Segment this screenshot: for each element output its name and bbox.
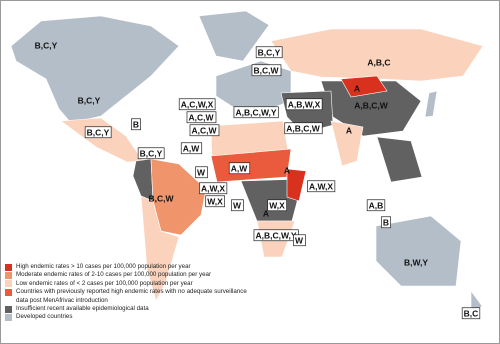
legend-item: Insufficient recent available epidemiolo… <box>5 305 405 313</box>
label-box <box>267 199 287 212</box>
japan <box>424 90 438 118</box>
serogroup-label: A <box>284 165 290 175</box>
serogroup-label: B,C,Y <box>35 40 58 50</box>
legend-swatch <box>5 305 12 313</box>
serogroup-label: A,B,C,W,Y <box>255 230 296 240</box>
legend-item: Moderate endemic rates of 2-10 cases per… <box>5 271 405 279</box>
label-box <box>461 307 481 320</box>
serogroup-label: A,C,W <box>188 112 214 122</box>
serogroup-label: A,W,X <box>309 181 333 191</box>
label-box <box>178 98 216 111</box>
label-box <box>293 234 306 247</box>
serogroup-label: A,B,C <box>367 57 390 67</box>
label-box <box>131 118 141 131</box>
serogroup-label: B,C,Y <box>87 127 110 137</box>
label-box <box>205 195 225 208</box>
serogroup-label: A,B,W,X <box>288 99 321 109</box>
label-box <box>231 199 244 212</box>
legend-label: Insufficient recent available epidemiolo… <box>16 305 149 313</box>
label-box <box>199 182 228 195</box>
label-box <box>307 180 336 193</box>
legend-label: Low endemic rates of < 2 cases per 100,0… <box>16 279 193 287</box>
mongolia <box>340 75 388 98</box>
legend-item: High endemic rates > 10 cases per 100,00… <box>5 263 405 271</box>
serogroup-label: A,W <box>183 143 201 153</box>
serogroup-label: A,B,C,W <box>354 100 389 110</box>
serogroup-label: A,B,C,W,Y <box>235 107 276 117</box>
greenland <box>198 10 270 62</box>
legend-item: Low endemic rates of < 2 cases per 100,0… <box>5 280 405 288</box>
serogroup-label: A,B <box>369 200 384 210</box>
legend-swatch <box>5 313 12 321</box>
serogroup-label: W <box>295 235 304 245</box>
label-box <box>255 46 283 59</box>
russia <box>270 28 484 82</box>
legend-label: Countries with previously reported high … <box>16 288 247 304</box>
central-america <box>60 117 144 163</box>
label-box <box>137 147 165 160</box>
serogroup-label: W <box>233 200 242 210</box>
serogroup-label: B,W,Y <box>404 257 428 267</box>
india <box>330 120 364 167</box>
serogroup-label: B,C,W <box>253 65 279 75</box>
legend-label: High endemic rates > 10 cases per 100,00… <box>16 263 191 270</box>
label-box <box>233 106 279 119</box>
legend-label: Developed countries <box>16 313 73 321</box>
label-box <box>180 142 203 155</box>
legend-swatch <box>5 280 12 288</box>
label-box <box>195 166 208 179</box>
australia <box>375 215 462 287</box>
serogroup-label: A <box>346 125 352 135</box>
north-america <box>10 15 180 124</box>
legend: High endemic rates > 10 cases per 100,00… <box>5 263 405 322</box>
serogroup-label: B <box>133 119 139 129</box>
legend-swatch <box>5 271 12 279</box>
label-box <box>186 111 217 124</box>
label-box <box>285 98 323 111</box>
china <box>320 80 422 137</box>
legend-swatch <box>5 288 12 296</box>
serogroup-label: B,C,W <box>148 193 174 203</box>
serogroup-label: B,C,Y <box>78 95 101 105</box>
serogroup-label: A,B,C,W <box>286 123 321 133</box>
legend-swatch <box>5 263 12 271</box>
serogroup-label: W,X <box>207 196 223 206</box>
serogroup-label: W <box>197 167 206 177</box>
east-africa <box>286 168 307 202</box>
serogroup-label: B,C,Y <box>258 47 281 57</box>
label-box <box>381 216 391 229</box>
serogroup-label: B <box>383 217 389 227</box>
serogroup-label: A,W,X <box>201 183 225 193</box>
serogroup-label: B,C,Y <box>140 148 163 158</box>
label-box <box>189 124 220 137</box>
serogroup-label: A,W <box>231 163 249 173</box>
serogroup-label: B,C <box>464 308 479 318</box>
label-box <box>228 162 251 175</box>
legend-label: Moderate endemic rates of 2-10 cases per… <box>16 271 212 279</box>
legend-item: Countries with previously reported high … <box>5 288 405 305</box>
serogroup-label: W,X <box>269 200 285 210</box>
south-america-south <box>140 195 180 302</box>
label-box <box>84 126 112 139</box>
serogroup-label: A <box>263 208 269 218</box>
serogroup-label: A,C,W,X <box>181 99 214 109</box>
label-box <box>251 64 282 77</box>
legend-item: Developed countries <box>5 313 405 321</box>
southeast-asia <box>376 136 423 183</box>
label-box <box>284 122 323 135</box>
serogroup-label: A,C,W <box>191 125 217 135</box>
label-box <box>366 199 386 212</box>
serogroup-label: A <box>354 83 360 93</box>
